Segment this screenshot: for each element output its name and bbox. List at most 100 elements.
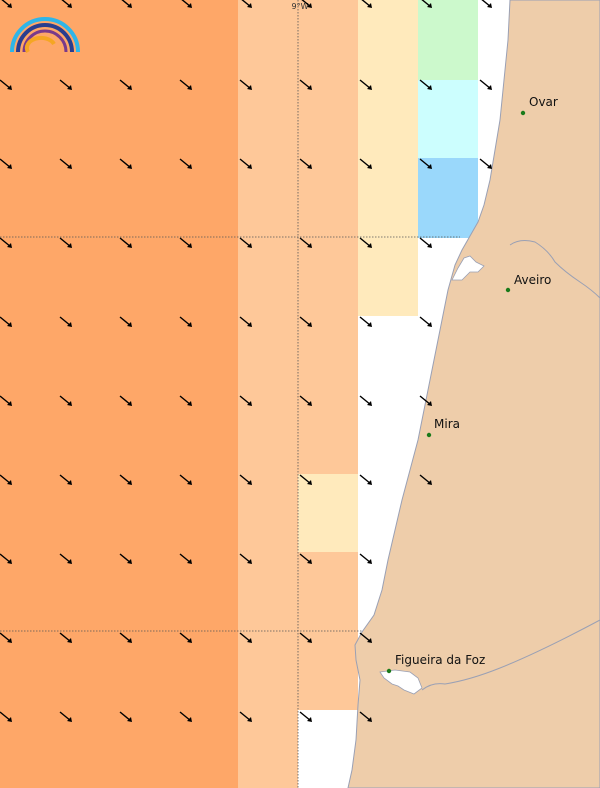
wind-arrow <box>299 79 312 90</box>
wind-arrow <box>479 79 492 90</box>
wind-arrow <box>359 316 372 327</box>
wind-arrow <box>61 0 72 8</box>
city-mira[interactable]: Mira <box>426 417 460 438</box>
wind-arrow <box>239 553 252 564</box>
wind-arrow <box>179 237 192 248</box>
wind-arrow <box>239 632 252 643</box>
wind-arrow <box>241 0 252 8</box>
city-label: Aveiro <box>514 273 551 287</box>
city-dot <box>505 287 511 293</box>
wind-arrow <box>0 237 12 248</box>
wind-arrow <box>119 316 132 327</box>
wind-arrow <box>179 474 192 485</box>
wind-arrow <box>59 79 72 90</box>
wind-arrow <box>119 79 132 90</box>
sea-cell <box>418 0 478 80</box>
city-dot <box>386 668 392 674</box>
rainbow-logo-icon <box>10 17 80 54</box>
sea-cell <box>238 0 298 788</box>
wind-arrow <box>359 237 372 248</box>
wind-arrow <box>119 474 132 485</box>
wind-arrow <box>179 79 192 90</box>
wind-arrow <box>299 632 312 643</box>
wind-arrow <box>419 79 432 90</box>
wind-arrow <box>419 474 432 485</box>
wind-arrow <box>1 0 12 8</box>
wind-arrow <box>359 474 372 485</box>
wind-arrow <box>239 158 252 169</box>
wind-arrow <box>359 158 372 169</box>
wind-arrow <box>481 0 492 8</box>
wind-arrow <box>239 316 252 327</box>
wind-arrow <box>179 632 192 643</box>
wind-arrow <box>239 79 252 90</box>
wind-arrow <box>359 553 372 564</box>
wind-arrow <box>479 158 492 169</box>
wind-arrow <box>179 711 192 722</box>
wind-arrow <box>359 632 372 643</box>
city-figueira-da-foz[interactable]: Figueira da Foz <box>386 653 486 674</box>
land-area <box>347 0 600 788</box>
wind-arrow <box>299 158 312 169</box>
river <box>421 619 600 691</box>
wind-arrow <box>121 0 132 8</box>
wind-arrow <box>419 316 432 327</box>
wind-arrow <box>419 395 432 406</box>
city-aveiro[interactable]: Aveiro <box>505 273 552 293</box>
wind-arrow <box>299 237 312 248</box>
graticule <box>0 0 460 788</box>
sea-cell <box>418 80 478 158</box>
wind-arrow <box>361 0 372 8</box>
sea-cell <box>298 710 358 788</box>
wind-arrow <box>0 474 12 485</box>
city-dot <box>426 432 432 438</box>
wind-arrow <box>299 316 312 327</box>
wind-arrow <box>299 395 312 406</box>
wind-arrow <box>419 158 432 169</box>
wind-arrow <box>59 553 72 564</box>
wind-arrow <box>59 316 72 327</box>
wind-arrow <box>359 79 372 90</box>
sea-cell <box>418 158 478 238</box>
city-label: Figueira da Foz <box>395 653 485 667</box>
river <box>509 240 600 299</box>
wind-arrow <box>119 711 132 722</box>
wind-arrow <box>0 316 12 327</box>
mondego-estuary <box>379 669 423 695</box>
wind-arrow <box>359 711 372 722</box>
wind-arrow <box>59 474 72 485</box>
wind-arrow <box>179 395 192 406</box>
wind-arrow <box>359 395 372 406</box>
city-ovar[interactable]: Ovar <box>520 95 558 116</box>
wind-arrow <box>0 632 12 643</box>
wind-arrow <box>419 237 432 248</box>
wind-arrow <box>0 158 12 169</box>
wind-arrow <box>59 711 72 722</box>
wind-arrow <box>179 553 192 564</box>
wind-arrow <box>239 711 252 722</box>
wind-arrow <box>239 395 252 406</box>
wind-arrow <box>299 553 312 564</box>
wind-arrow <box>119 237 132 248</box>
city-dot <box>520 110 526 116</box>
wind-arrow <box>119 553 132 564</box>
wind-arrow <box>119 158 132 169</box>
wind-arrow <box>59 632 72 643</box>
wind-arrow <box>181 0 192 8</box>
sea-cell <box>358 0 418 316</box>
wind-arrow <box>301 0 312 8</box>
wind-arrow <box>119 395 132 406</box>
city-label: Mira <box>434 417 460 431</box>
wind-arrow <box>119 632 132 643</box>
sea-cell <box>0 0 238 788</box>
wind-arrow <box>0 711 12 722</box>
wind-arrow <box>299 474 312 485</box>
wind-arrow <box>421 0 432 8</box>
wind-arrow <box>59 237 72 248</box>
wind-arrow <box>239 474 252 485</box>
wind-arrow <box>0 553 12 564</box>
sea-cell <box>298 474 358 552</box>
wind-arrow <box>299 711 312 722</box>
